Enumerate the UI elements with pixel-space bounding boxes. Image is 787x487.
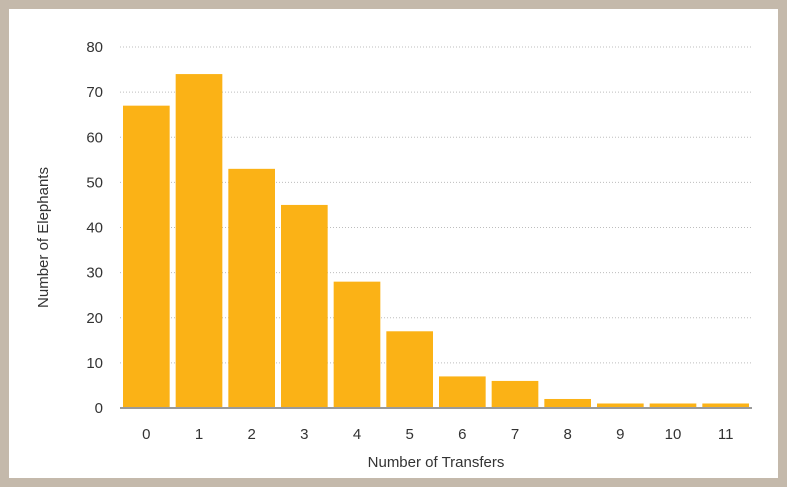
bar-6 [439, 376, 486, 408]
x-tick-label: 1 [195, 426, 203, 443]
bar-5 [386, 331, 433, 408]
y-tick-label: 20 [86, 310, 103, 327]
bar-3 [281, 204, 328, 408]
x-tick-label: 3 [300, 426, 308, 443]
x-tick-label: 9 [616, 426, 624, 443]
y-tick-label: 50 [86, 174, 103, 191]
x-tick-label: 6 [458, 426, 466, 443]
x-tick-label: 5 [405, 426, 413, 443]
bar-0 [123, 105, 170, 408]
bar-9 [597, 403, 644, 408]
x-tick-label: 10 [665, 426, 682, 443]
bar-1 [175, 74, 223, 408]
x-axis-title: Number of Transfers [368, 454, 505, 471]
x-tick-label: 4 [353, 426, 361, 443]
y-tick-label: 0 [95, 400, 103, 417]
y-tick-label: 80 [86, 39, 103, 56]
x-axis-ticks: 0 1 2 3 4 5 6 7 8 9 10 11 [142, 426, 733, 443]
y-axis-title: Number of Elephants [35, 167, 52, 308]
bar-7 [491, 380, 539, 408]
x-tick-label: 11 [718, 426, 734, 443]
x-tick-label: 0 [142, 426, 150, 443]
y-tick-label: 30 [86, 265, 103, 282]
x-tick-label: 8 [563, 426, 571, 443]
bar-2 [228, 168, 275, 408]
y-tick-label: 40 [86, 220, 103, 237]
x-tick-label: 2 [247, 426, 255, 443]
y-tick-label: 70 [86, 84, 103, 101]
gridlines [120, 46, 752, 364]
bar-11 [702, 403, 749, 408]
bar-4 [333, 281, 381, 408]
bar-10 [649, 403, 697, 408]
y-tick-label: 10 [86, 355, 103, 372]
y-axis-ticks: 0 10 20 30 40 50 60 70 80 [86, 39, 103, 417]
x-tick-label: 7 [511, 426, 519, 443]
bar-8 [544, 398, 591, 408]
bars [123, 74, 749, 408]
y-tick-label: 60 [86, 129, 103, 146]
